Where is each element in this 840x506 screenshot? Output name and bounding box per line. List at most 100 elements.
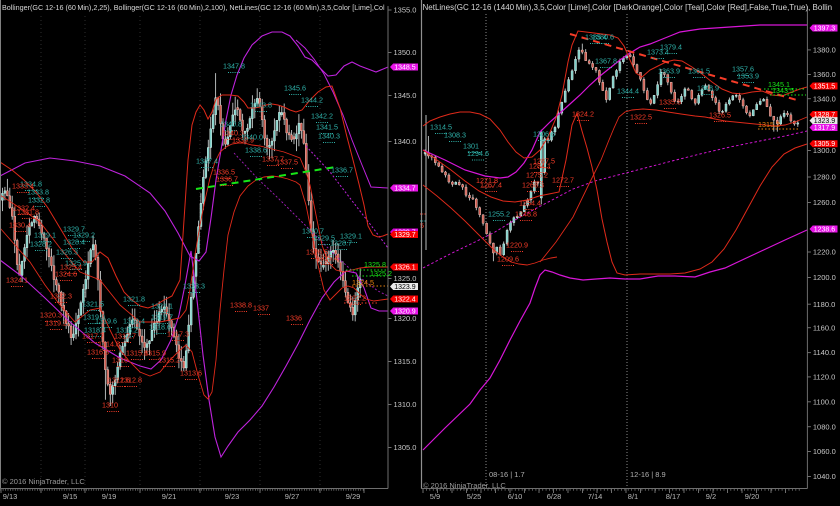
svg-text:6/28: 6/28 (547, 492, 562, 501)
svg-text:1320.3: 1320.3 (40, 311, 62, 320)
svg-text:9/27: 9/27 (285, 492, 300, 501)
svg-text:1340.8: 1340.8 (220, 120, 242, 129)
svg-text:1373.4: 1373.4 (647, 48, 669, 57)
svg-text:1060.0: 1060.0 (813, 447, 836, 456)
svg-text:1340.3: 1340.3 (318, 132, 340, 141)
svg-text:1140.0: 1140.0 (813, 348, 835, 357)
svg-text:1308.3: 1308.3 (444, 131, 466, 140)
svg-text:1333.4: 1333.4 (12, 182, 34, 191)
svg-text:1344.4: 1344.4 (617, 87, 639, 96)
svg-text:8/1: 8/1 (628, 492, 638, 501)
svg-text:1325.8: 1325.8 (364, 260, 386, 269)
svg-text:1321.1: 1321.1 (151, 302, 173, 311)
svg-text:1348.5: 1348.5 (394, 65, 416, 72)
svg-text:9/20: 9/20 (745, 492, 760, 501)
svg-text:© 2016 NinjaTrader, LLC: © 2016 NinjaTrader, LLC (2, 477, 85, 486)
svg-text:1337.5: 1337.5 (276, 158, 298, 167)
svg-text:1336.5: 1336.5 (213, 168, 235, 177)
svg-text:1322.5: 1322.5 (630, 113, 652, 122)
svg-text:1315.2: 1315.2 (758, 120, 780, 129)
svg-text:12-16 | 8.9: 12-16 | 8.9 (630, 470, 666, 479)
svg-text:1343.8: 1343.8 (250, 101, 272, 110)
svg-text:1325.9: 1325.9 (65, 259, 87, 268)
svg-text:1336.7: 1336.7 (331, 166, 353, 175)
svg-text:1306.6: 1306.6 (533, 130, 555, 139)
svg-text:9/13: 9/13 (3, 492, 18, 501)
svg-text:1326.3: 1326.3 (56, 248, 78, 257)
svg-text:1314.8: 1314.8 (98, 340, 120, 349)
svg-text:1339.9: 1339.9 (232, 136, 254, 145)
svg-text:1342.2: 1342.2 (311, 112, 333, 121)
svg-text:1318.4: 1318.4 (84, 326, 106, 335)
svg-text:1271.8: 1271.8 (476, 176, 498, 185)
svg-text:1318.6: 1318.6 (149, 323, 171, 332)
svg-text:8/17: 8/17 (666, 492, 681, 501)
svg-text:1312.6: 1312.6 (108, 376, 130, 385)
svg-text:1301: 1301 (463, 142, 479, 151)
svg-text:1323.3: 1323.3 (183, 282, 205, 291)
svg-text:1360.0: 1360.0 (813, 70, 836, 79)
svg-text:1040.0: 1040.0 (813, 472, 836, 481)
svg-text:08-16 | 1.7: 08-16 | 1.7 (489, 470, 525, 479)
svg-text:1363.9: 1363.9 (658, 67, 680, 76)
svg-text:1324.1: 1324.1 (6, 276, 28, 285)
svg-text:9/23: 9/23 (225, 492, 240, 501)
svg-text:1397.3: 1397.3 (814, 26, 836, 33)
svg-text:1323.9: 1323.9 (814, 118, 836, 125)
svg-text:1325.4: 1325.4 (60, 263, 82, 272)
svg-text:© 2016 NinjaTrader, LLC: © 2016 NinjaTrader, LLC (423, 481, 506, 490)
svg-text:1319.7: 1319.7 (151, 313, 173, 322)
svg-text:NetLines(GC 12-16 (1440 Min),3: NetLines(GC 12-16 (1440 Min),3,5,Color [… (423, 3, 833, 12)
svg-text:1254.4: 1254.4 (519, 199, 541, 208)
svg-text:9/21: 9/21 (162, 492, 177, 501)
svg-text:1340.0: 1340.0 (394, 137, 417, 146)
svg-text:1315.0: 1315.0 (394, 357, 417, 366)
svg-text:1321.8: 1321.8 (123, 295, 145, 304)
svg-text:1322.2: 1322.2 (344, 294, 366, 303)
svg-text:1350.0: 1350.0 (394, 48, 417, 57)
svg-text:1320.9: 1320.9 (394, 309, 416, 316)
svg-text:5/25: 5/25 (467, 492, 482, 501)
svg-text:5/9: 5/9 (430, 492, 440, 501)
svg-text:9/2: 9/2 (706, 492, 716, 501)
svg-text:1100.0: 1100.0 (813, 397, 835, 406)
svg-text:1357.6: 1357.6 (732, 65, 754, 74)
svg-text:1326.1: 1326.1 (394, 265, 416, 272)
svg-text:1280.0: 1280.0 (813, 173, 836, 182)
svg-text:1336: 1336 (286, 314, 302, 323)
svg-text:1329.1: 1329.1 (340, 232, 362, 241)
svg-text:1355.0: 1355.0 (394, 6, 417, 15)
svg-text:1340.0: 1340.0 (241, 133, 263, 142)
svg-text:9/19: 9/19 (102, 492, 117, 501)
svg-text:1267.4: 1267.4 (480, 181, 502, 190)
svg-text:1345.6: 1345.6 (284, 84, 306, 93)
svg-text:1080.0: 1080.0 (813, 422, 836, 431)
svg-text:1343.5: 1343.5 (772, 86, 794, 95)
svg-text:1315.8: 1315.8 (126, 349, 148, 358)
svg-text:1332.4: 1332.4 (13, 204, 35, 213)
svg-text:1330.7: 1330.7 (302, 227, 324, 236)
svg-text:1330.4: 1330.4 (9, 221, 31, 230)
svg-text:1340.3: 1340.3 (222, 129, 244, 138)
svg-text:1319.6: 1319.6 (95, 317, 117, 326)
svg-text:1318.2: 1318.2 (116, 326, 138, 335)
svg-text:7/14: 7/14 (588, 492, 603, 501)
svg-text:1320.0: 1320.0 (394, 314, 417, 323)
svg-text:1329.5: 1329.5 (313, 234, 335, 243)
svg-text:1260.0: 1260.0 (813, 198, 836, 207)
svg-text:1328.2: 1328.2 (30, 240, 52, 249)
svg-text:1334.7: 1334.7 (394, 186, 416, 193)
svg-text:1316.3: 1316.3 (87, 348, 109, 357)
svg-text:1380.0: 1380.0 (813, 46, 836, 55)
svg-text:1310.0: 1310.0 (394, 400, 417, 409)
svg-text:1317.3: 1317.3 (167, 330, 189, 339)
svg-text:1345.1: 1345.1 (768, 80, 790, 89)
svg-text:1180.0: 1180.0 (813, 300, 835, 309)
svg-text:1351.5: 1351.5 (814, 84, 836, 91)
svg-text:1238.6: 1238.6 (814, 227, 836, 234)
svg-text:1312.8: 1312.8 (120, 376, 142, 385)
svg-text:1315.9: 1315.9 (144, 349, 166, 358)
svg-text:1340.0: 1340.0 (813, 94, 836, 103)
svg-text:9/15: 9/15 (63, 492, 78, 501)
svg-text:1344.2: 1344.2 (301, 96, 323, 105)
